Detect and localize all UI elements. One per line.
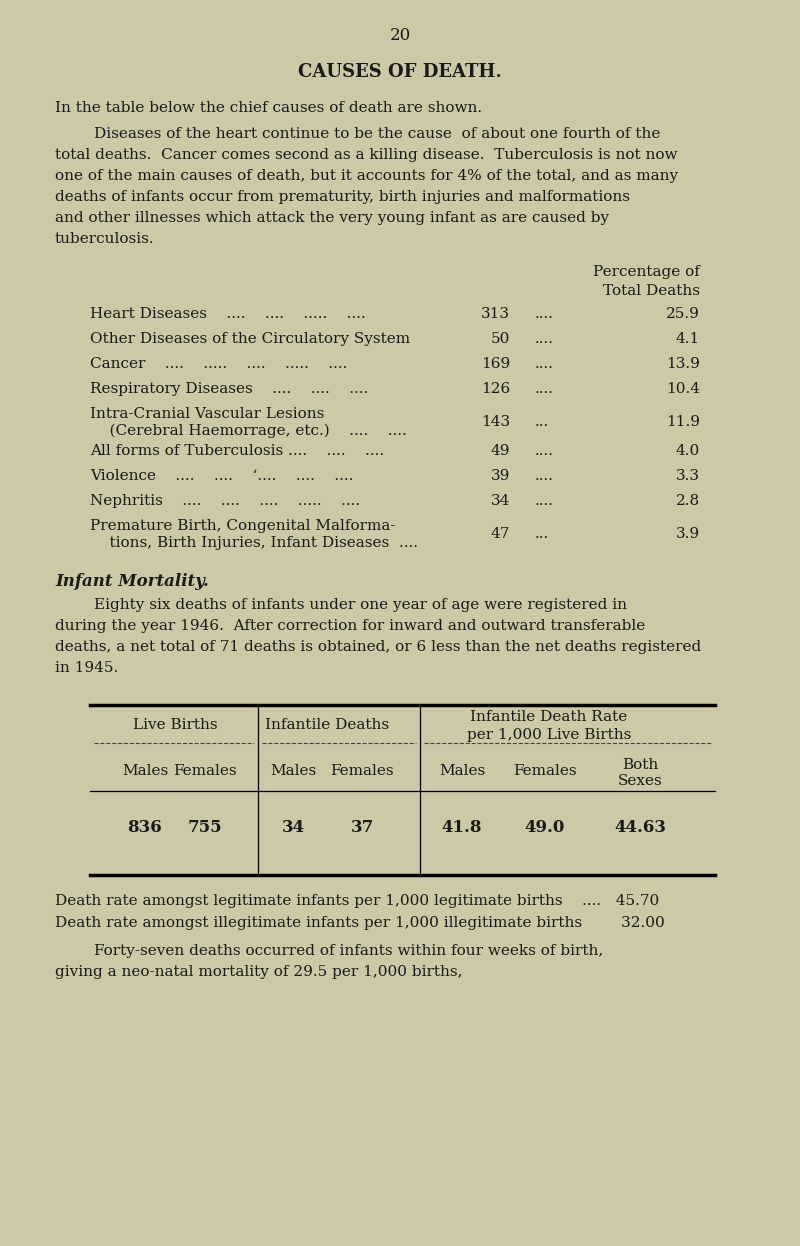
Text: Infantile Deaths: Infantile Deaths <box>266 718 390 731</box>
Text: in 1945.: in 1945. <box>55 660 118 675</box>
Text: 126: 126 <box>481 383 510 396</box>
Text: Females: Females <box>513 764 577 778</box>
Text: 47: 47 <box>490 527 510 541</box>
Text: 37: 37 <box>350 819 374 836</box>
Text: Cancer    ....    .....    ....    .....    ....: Cancer .... ..... .... ..... .... <box>90 358 347 371</box>
Text: 2.8: 2.8 <box>676 493 700 508</box>
Text: 50: 50 <box>490 331 510 346</box>
Text: Total Deaths: Total Deaths <box>603 284 700 298</box>
Text: Death rate amongst legitimate infants per 1,000 legitimate births    ....   45.7: Death rate amongst legitimate infants pe… <box>55 893 659 908</box>
Text: ....: .... <box>535 383 554 396</box>
Text: (Cerebral Haemorrage, etc.)    ....    ....: (Cerebral Haemorrage, etc.) .... .... <box>90 424 406 439</box>
Text: 313: 313 <box>481 307 510 321</box>
Text: In the table below the chief causes of death are shown.: In the table below the chief causes of d… <box>55 101 482 115</box>
Text: and other illnesses which attack the very young infant as are caused by: and other illnesses which attack the ver… <box>55 211 609 226</box>
Text: per 1,000 Live Births: per 1,000 Live Births <box>467 728 631 743</box>
Text: 39: 39 <box>490 468 510 483</box>
Text: Females: Females <box>330 764 394 778</box>
Text: 34: 34 <box>282 819 305 836</box>
Text: Eighty six deaths of infants under one year of age were registered in: Eighty six deaths of infants under one y… <box>55 598 627 612</box>
Text: Diseases of the heart continue to be the cause  of about one fourth of the: Diseases of the heart continue to be the… <box>55 127 660 141</box>
Text: 3.9: 3.9 <box>676 527 700 541</box>
Text: Males: Males <box>122 764 168 778</box>
Text: 143: 143 <box>481 415 510 429</box>
Text: 3.3: 3.3 <box>676 468 700 483</box>
Text: 10.4: 10.4 <box>666 383 700 396</box>
Text: ...: ... <box>535 415 550 429</box>
Text: 4.0: 4.0 <box>676 444 700 459</box>
Text: Respiratory Diseases    ....    ....    ....: Respiratory Diseases .... .... .... <box>90 383 368 396</box>
Text: 25.9: 25.9 <box>666 307 700 321</box>
Text: Infant Mortality.: Infant Mortality. <box>55 572 209 589</box>
Text: Intra-Cranial Vascular Lesions: Intra-Cranial Vascular Lesions <box>90 407 324 421</box>
Text: ....: .... <box>535 331 554 346</box>
Text: All forms of Tuberculosis ....    ....    ....: All forms of Tuberculosis .... .... .... <box>90 444 384 459</box>
Text: ...: ... <box>535 527 550 541</box>
Text: giving a neo-natal mortality of 29.5 per 1,000 births,: giving a neo-natal mortality of 29.5 per… <box>55 964 462 979</box>
Text: deaths of infants occur from prematurity, birth injuries and malformations: deaths of infants occur from prematurity… <box>55 189 630 204</box>
Text: 44.63: 44.63 <box>614 819 666 836</box>
Text: Live Births: Live Births <box>133 718 218 731</box>
Text: total deaths.  Cancer comes second as a killing disease.  Tuberculosis is not no: total deaths. Cancer comes second as a k… <box>55 148 678 162</box>
Text: one of the main causes of death, but it accounts for 4% of the total, and as man: one of the main causes of death, but it … <box>55 169 678 183</box>
Text: Females: Females <box>173 764 237 778</box>
Text: 13.9: 13.9 <box>666 358 700 371</box>
Text: Both: Both <box>622 758 658 773</box>
Text: Percentage of: Percentage of <box>593 265 700 279</box>
Text: Heart Diseases    ....    ....    .....    ....: Heart Diseases .... .... ..... .... <box>90 307 366 321</box>
Text: Males: Males <box>270 764 316 778</box>
Text: deaths, a net total of 71 deaths is obtained, or 6 less than the net deaths regi: deaths, a net total of 71 deaths is obta… <box>55 640 702 654</box>
Text: 836: 836 <box>128 819 162 836</box>
Text: ....: .... <box>535 358 554 371</box>
Text: Males: Males <box>439 764 485 778</box>
Text: 41.8: 41.8 <box>442 819 482 836</box>
Text: ....: .... <box>535 493 554 508</box>
Text: 49: 49 <box>490 444 510 459</box>
Text: ....: .... <box>535 468 554 483</box>
Text: Forty-seven deaths occurred of infants within four weeks of birth,: Forty-seven deaths occurred of infants w… <box>55 944 603 958</box>
Text: Violence    ....    ....    ‘....    ....    ....: Violence .... .... ‘.... .... .... <box>90 468 354 483</box>
Text: Death rate amongst illegitimate infants per 1,000 illegitimate births        32.: Death rate amongst illegitimate infants … <box>55 916 665 930</box>
Text: ....: .... <box>535 444 554 459</box>
Text: tuberculosis.: tuberculosis. <box>55 232 154 245</box>
Text: Nephritis    ....    ....    ....    .....    ....: Nephritis .... .... .... ..... .... <box>90 493 360 508</box>
Text: 34: 34 <box>490 493 510 508</box>
Text: 11.9: 11.9 <box>666 415 700 429</box>
Text: 755: 755 <box>188 819 222 836</box>
Text: CAUSES OF DEATH.: CAUSES OF DEATH. <box>298 64 502 81</box>
Text: tions, Birth Injuries, Infant Diseases  ....: tions, Birth Injuries, Infant Diseases .… <box>90 536 418 549</box>
Text: ....: .... <box>535 307 554 321</box>
Text: during the year 1946.  After correction for inward and outward transferable: during the year 1946. After correction f… <box>55 619 646 633</box>
Text: 169: 169 <box>481 358 510 371</box>
Text: 20: 20 <box>390 26 410 44</box>
Text: Sexes: Sexes <box>618 774 662 787</box>
Text: Infantile Death Rate: Infantile Death Rate <box>470 710 628 724</box>
Text: Premature Birth, Congenital Malforma-: Premature Birth, Congenital Malforma- <box>90 520 395 533</box>
Text: Other Diseases of the Circulatory System: Other Diseases of the Circulatory System <box>90 331 410 346</box>
Text: 49.0: 49.0 <box>525 819 565 836</box>
Text: 4.1: 4.1 <box>676 331 700 346</box>
